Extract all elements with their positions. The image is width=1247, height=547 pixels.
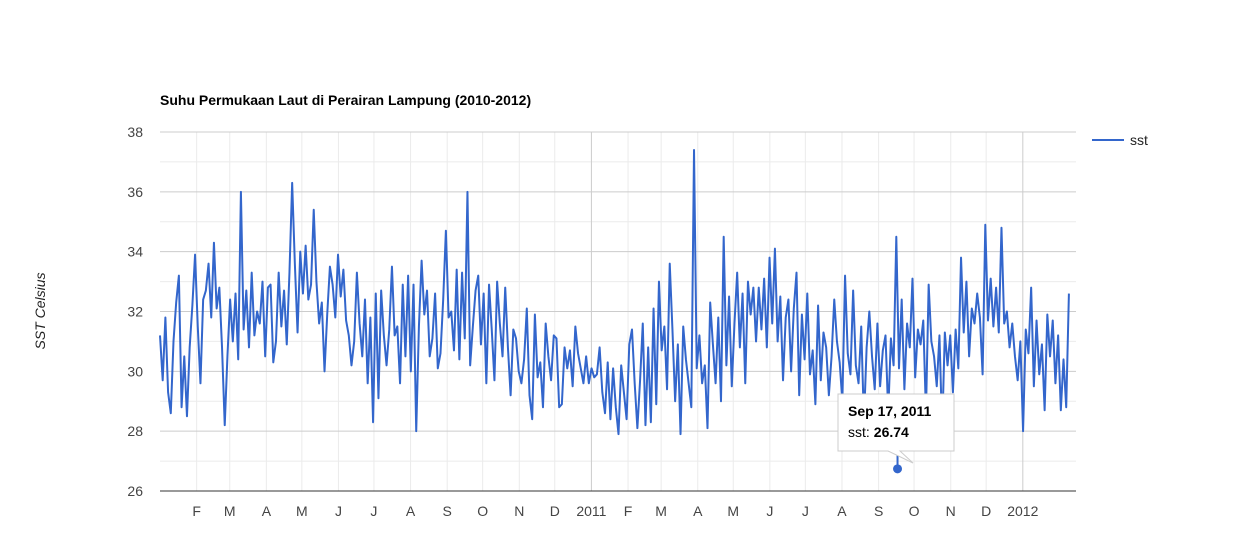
chart-title: Suhu Permukaan Laut di Perairan Lampung … — [160, 92, 531, 108]
y-tick-label: 32 — [127, 304, 143, 320]
x-tick-label: S — [874, 503, 883, 519]
y-tick-label: 38 — [127, 124, 143, 140]
x-tick-label: J — [370, 503, 377, 519]
series-line-sst[interactable] — [159, 148, 1070, 436]
x-tick-label: 2012 — [1007, 503, 1038, 519]
x-tick-label: A — [406, 503, 416, 519]
x-tick-label: F — [624, 503, 633, 519]
tooltip-data-point[interactable] — [893, 464, 903, 474]
x-tick-label: J — [766, 503, 773, 519]
x-tick-label: J — [335, 503, 342, 519]
y-tick-label: 34 — [127, 244, 143, 260]
legend[interactable]: sst — [1092, 132, 1148, 148]
x-tick-label: D — [981, 503, 991, 519]
y-axis-ticks: 26 28 30 32 34 36 38 — [127, 124, 143, 499]
x-tick-label: 2011 — [576, 503, 606, 519]
x-tick-label: N — [514, 503, 524, 519]
x-tick-label: M — [296, 503, 308, 519]
y-axis-title: SST Celsius — [32, 272, 48, 349]
x-tick-label: S — [443, 503, 452, 519]
x-tick-label: O — [477, 503, 488, 519]
tooltip-series-label: sst: — [848, 424, 870, 440]
x-tick-label: A — [693, 503, 703, 519]
legend-label-sst: sst — [1130, 132, 1148, 148]
x-tick-label: J — [802, 503, 809, 519]
tooltip-value-line: sst: 26.74 — [848, 424, 909, 440]
x-tick-label: A — [262, 503, 272, 519]
x-tick-label: D — [550, 503, 560, 519]
y-tick-label: 36 — [127, 184, 143, 200]
y-tick-label: 28 — [127, 423, 143, 439]
y-tick-label: 30 — [127, 363, 143, 379]
x-tick-label: A — [837, 503, 847, 519]
x-axis-ticks: F M A M J J A S O N D 2011 F M A M J J A S O N D 2012 — [192, 503, 1038, 519]
tooltip: Sep 17, 2011 sst: 26.74 — [837, 393, 955, 474]
x-tick-label: M — [727, 503, 739, 519]
x-tick-label: O — [909, 503, 920, 519]
x-tick-label: N — [946, 503, 956, 519]
x-tick-label: F — [192, 503, 201, 519]
tooltip-date: Sep 17, 2011 — [848, 403, 932, 419]
tooltip-value: 26.74 — [874, 424, 909, 440]
y-tick-label: 26 — [127, 483, 143, 499]
tooltip-box — [837, 393, 955, 464]
x-tick-label: M — [224, 503, 236, 519]
x-tick-label: M — [655, 503, 667, 519]
